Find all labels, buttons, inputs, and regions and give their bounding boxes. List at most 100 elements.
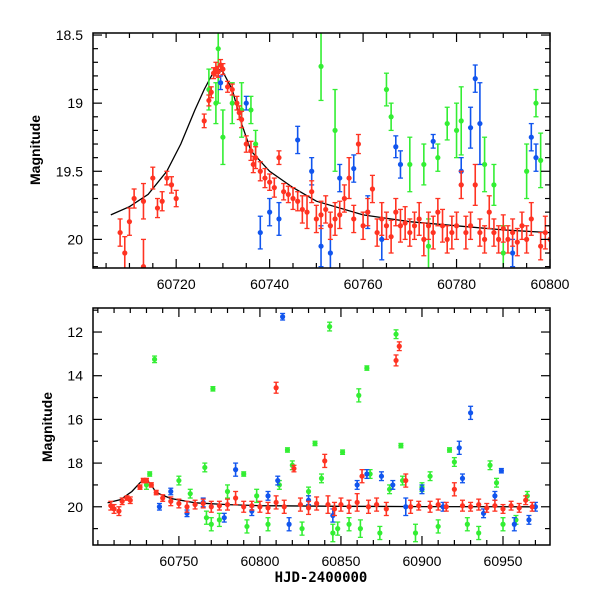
- x-tick-label: 60780: [437, 276, 476, 292]
- data-point-blue: [280, 314, 286, 320]
- data-point-red: [346, 504, 352, 510]
- y-tick-label: 18.5: [56, 27, 83, 43]
- data-point-red: [126, 219, 133, 225]
- data-point-blue: [403, 504, 409, 510]
- data-point-red: [137, 484, 143, 490]
- data-point-red: [224, 84, 231, 90]
- data-point-red: [374, 229, 380, 236]
- data-point-red: [176, 500, 182, 507]
- y-tick-label: 20: [67, 231, 83, 247]
- data-point-red: [238, 116, 245, 123]
- bottom-x-axis-label: HJD-2400000: [275, 570, 368, 586]
- data-point-red: [116, 508, 122, 514]
- data-point-green: [203, 515, 210, 521]
- y-tick-label: 12: [67, 324, 83, 340]
- data-point-red: [402, 220, 408, 226]
- data-point-red: [234, 100, 240, 106]
- data-point-red: [208, 89, 214, 95]
- data-point-red: [281, 189, 287, 195]
- data-point-red: [486, 209, 492, 215]
- data-point-blue: [492, 493, 498, 499]
- data-point-blue: [378, 473, 385, 479]
- bottom-panel-full-light-curve: 60750 60800 60850 60900 60950 12 14 16 18 20: [67, 307, 551, 569]
- data-point-blue: [498, 468, 504, 474]
- data-point-blue: [419, 486, 425, 492]
- data-point-red: [435, 501, 441, 508]
- data-point-red: [519, 223, 525, 229]
- data-point-red: [229, 86, 235, 93]
- y-tick-label: 18: [67, 455, 83, 471]
- data-point-red: [393, 357, 399, 364]
- data-point-blue: [295, 137, 301, 143]
- data-point-red: [365, 504, 372, 510]
- x-tick-label: 60850: [321, 553, 360, 569]
- plot-area: [110, 33, 550, 268]
- data-point-green: [229, 100, 235, 106]
- data-point-red: [173, 195, 179, 202]
- data-point-green: [481, 161, 488, 168]
- data-point-red: [516, 505, 522, 511]
- data-point-blue: [267, 209, 273, 215]
- bottom-y-axis-label: Magnitude: [39, 392, 55, 462]
- data-point-red: [331, 506, 338, 512]
- data-point-green: [176, 477, 182, 484]
- data-point-red: [257, 504, 263, 510]
- data-point-blue: [526, 517, 532, 523]
- data-point-red: [484, 505, 490, 511]
- data-point-red: [206, 97, 212, 104]
- data-point-red: [216, 503, 223, 509]
- data-point-green: [446, 447, 453, 453]
- data-point-green: [386, 486, 393, 492]
- data-point-green: [312, 440, 318, 447]
- data-point-red: [313, 216, 319, 222]
- data-point-green: [216, 517, 223, 523]
- data-point-red: [481, 236, 488, 242]
- data-point-red: [168, 182, 175, 188]
- data-point-blue: [477, 120, 483, 127]
- data-point-red: [257, 168, 263, 174]
- data-point-green: [332, 127, 338, 134]
- data-point-red: [407, 229, 413, 236]
- data-point-red: [359, 473, 365, 479]
- data-point-green: [208, 521, 214, 527]
- data-point-red: [435, 209, 441, 215]
- data-point-green: [339, 449, 346, 455]
- data-point-green: [244, 523, 250, 530]
- data-point-green: [215, 46, 221, 52]
- data-point-red: [164, 175, 170, 181]
- data-point-blue: [233, 467, 239, 473]
- x-tick-label: 60950: [484, 553, 523, 569]
- data-point-red: [233, 495, 239, 501]
- data-point-blue: [456, 445, 462, 451]
- data-point-green: [383, 86, 390, 93]
- data-point-green: [254, 493, 260, 499]
- data-point-red: [444, 236, 450, 242]
- plot-area: [107, 312, 539, 543]
- data-point-green: [538, 157, 544, 163]
- y-tick-label: 19.5: [56, 163, 83, 179]
- y-tick-label: 19: [67, 95, 83, 111]
- data-point-red: [508, 503, 514, 509]
- data-point-green: [330, 530, 336, 536]
- y-tick-label: 20: [67, 499, 83, 515]
- series-blue: [156, 312, 539, 532]
- data-point-red: [379, 216, 385, 222]
- data-point-green: [265, 521, 271, 527]
- data-point-red: [403, 477, 409, 484]
- data-point-green: [224, 488, 231, 495]
- data-point-green: [533, 100, 539, 106]
- data-point-red: [500, 225, 506, 232]
- data-point-red: [495, 236, 502, 242]
- data-point-red: [295, 198, 301, 204]
- data-point-red: [421, 236, 427, 242]
- data-point-red: [253, 155, 259, 161]
- data-point-green: [305, 488, 312, 495]
- data-point-green: [299, 526, 305, 532]
- plot-frame: [92, 307, 551, 546]
- data-point-blue: [480, 510, 487, 516]
- data-point-green: [412, 530, 419, 536]
- data-point-green: [458, 118, 464, 124]
- data-point-blue: [217, 80, 224, 86]
- data-point-blue: [243, 100, 249, 106]
- data-point-red: [337, 212, 343, 218]
